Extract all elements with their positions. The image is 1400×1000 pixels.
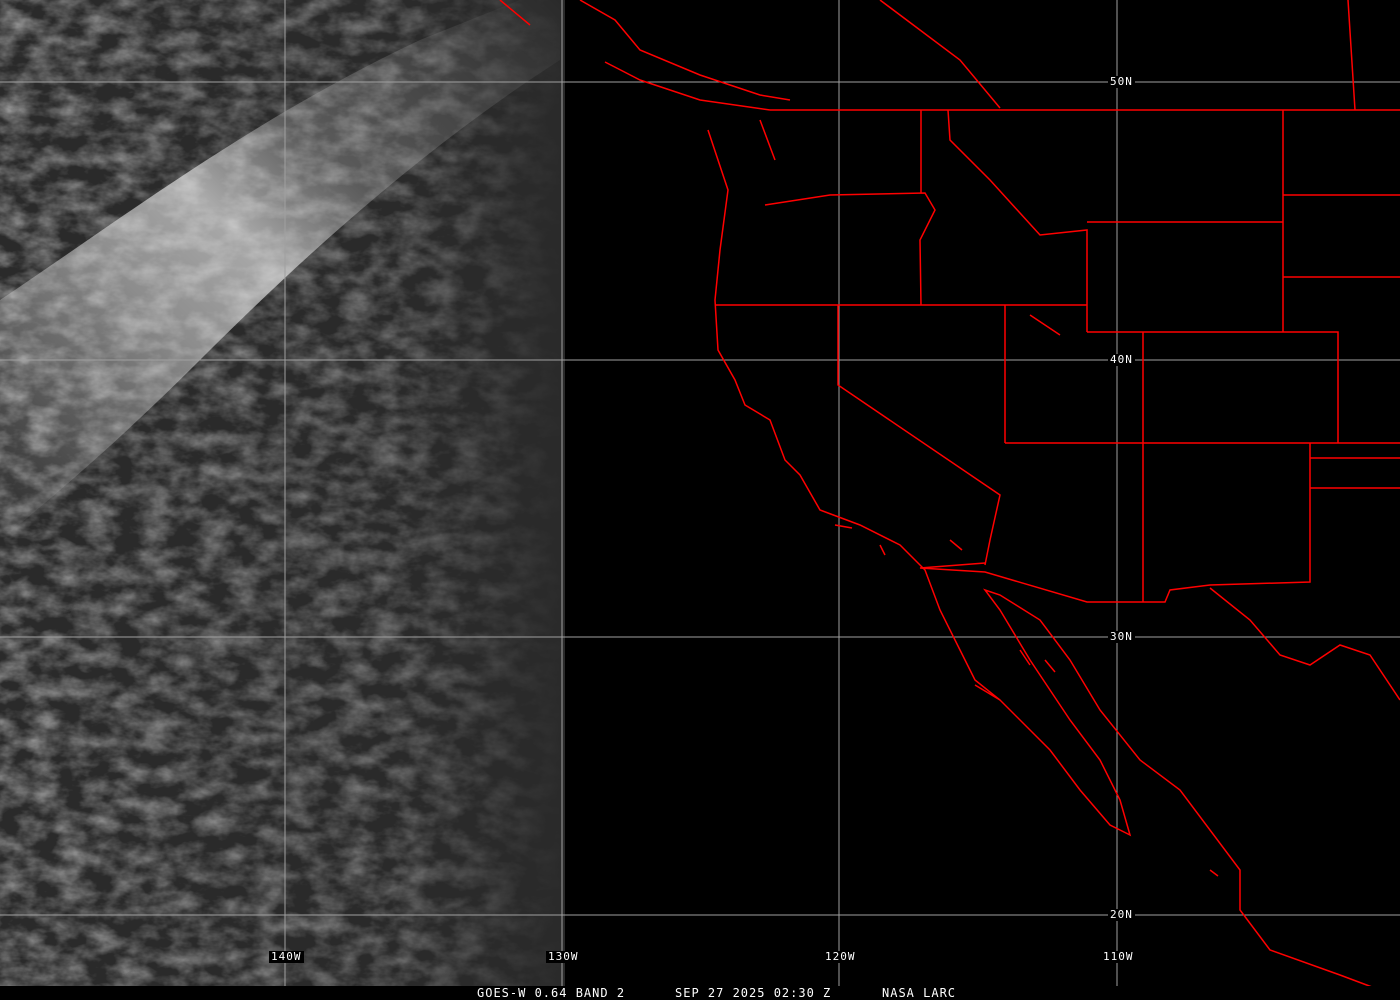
lat-label-30n: 30N — [1108, 630, 1135, 643]
lon-label-140w: 140W — [269, 950, 304, 963]
lon-label-120w: 120W — [823, 950, 858, 963]
lat-label-20n: 20N — [1108, 908, 1135, 921]
lat-label-50n: 50N — [1108, 75, 1135, 88]
caption-source: NASA LARC — [882, 986, 957, 1000]
us-canada-border — [770, 0, 1400, 111]
ut-co-border — [1005, 331, 1400, 602]
caption-satellite-band: GOES-W 0.64 BAND 2 — [477, 986, 626, 1000]
image-caption: GOES-W 0.64 BAND 2 SEP 27 2025 02:30 Z N… — [0, 986, 1400, 1000]
cloud-band — [0, 0, 560, 540]
ca-nv-border — [837, 305, 1001, 566]
us-west-coastline — [604, 61, 1381, 991]
id-border — [920, 109, 1088, 332]
lon-label-110w: 110W — [1101, 950, 1136, 963]
mexico-coast — [1209, 587, 1400, 701]
lat-label-40n: 40N — [1108, 353, 1135, 366]
political-boundaries — [499, 0, 1400, 991]
canada-coast — [499, 0, 791, 161]
mt-wy-border — [1087, 110, 1400, 332]
wa-or-border — [764, 192, 936, 306]
caption-datetime: SEP 27 2025 02:30 Z — [675, 986, 832, 1000]
lon-label-130w: 130W — [546, 950, 581, 963]
az-nm-border — [919, 443, 1400, 603]
islands — [834, 314, 1219, 877]
